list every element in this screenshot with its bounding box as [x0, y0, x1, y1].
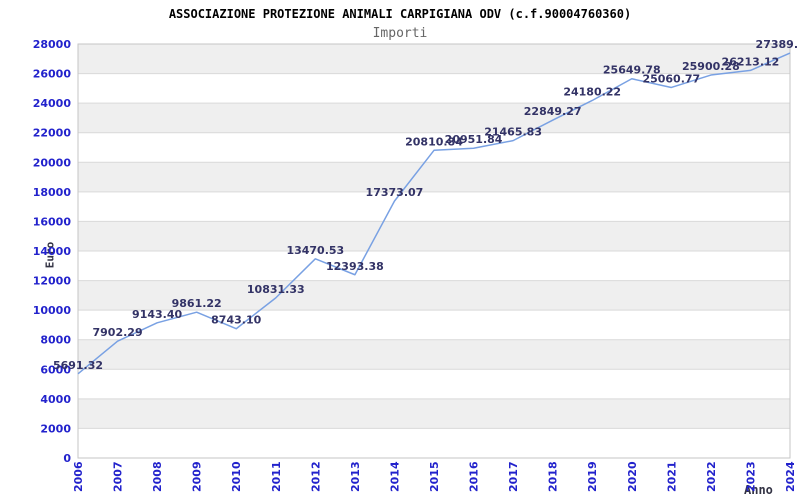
y-tick-label: 18000 — [33, 186, 72, 199]
plot-band — [78, 103, 790, 133]
point-label: 10831.33 — [247, 283, 305, 296]
x-tick-label: 2013 — [349, 461, 362, 492]
plot-band — [78, 162, 790, 192]
x-tick-label: 2011 — [270, 461, 283, 492]
point-label: 20951.84 — [445, 133, 503, 146]
x-tick-label: 2020 — [626, 461, 639, 492]
y-tick-label: 8000 — [40, 334, 71, 347]
point-label: 9861.22 — [172, 297, 222, 310]
x-tick-label: 2018 — [547, 461, 560, 492]
plot-band — [78, 339, 790, 370]
y-tick-label: 26000 — [33, 68, 72, 81]
plot-band — [78, 44, 790, 74]
plot-band — [78, 221, 790, 251]
point-label: 26213.12 — [722, 55, 780, 68]
y-tick-label: 20000 — [33, 156, 72, 169]
plot-band — [78, 310, 790, 340]
y-tick-label: 6000 — [40, 363, 71, 376]
plot-band — [78, 428, 790, 458]
point-label: 25649.78 — [603, 64, 661, 77]
point-label: 22849.27 — [524, 105, 582, 118]
y-tick-label: 16000 — [33, 215, 72, 228]
y-tick-label: 2000 — [40, 422, 71, 435]
point-label: 12393.38 — [326, 260, 384, 273]
y-tick-label: 28000 — [33, 38, 72, 51]
plot-band — [78, 369, 790, 399]
x-tick-label: 2015 — [428, 461, 441, 492]
plot-band — [78, 251, 790, 281]
x-tick-label: 2014 — [388, 461, 401, 492]
point-label: 13470.53 — [286, 244, 344, 257]
y-tick-label: 0 — [63, 452, 71, 465]
point-label: 9143.40 — [132, 308, 182, 321]
plot-band — [78, 73, 790, 104]
y-tick-label: 4000 — [40, 393, 71, 406]
plot-band — [78, 398, 790, 429]
y-tick-label: 22000 — [33, 127, 72, 140]
x-tick-label: 2012 — [309, 461, 322, 492]
x-tick-label: 2008 — [151, 461, 164, 492]
chart-title: ASSOCIAZIONE PROTEZIONE ANIMALI CARPIGIA… — [168, 7, 632, 21]
x-tick-label: 2006 — [72, 461, 85, 492]
point-label: 7902.29 — [93, 326, 143, 339]
y-tick-label: 24000 — [33, 97, 72, 110]
y-tick-label: 12000 — [33, 275, 72, 288]
x-tick-label: 2007 — [112, 461, 125, 492]
x-tick-label: 2010 — [230, 461, 243, 492]
point-label: 5691.32 — [53, 359, 103, 372]
point-label: 20810.84 — [405, 135, 463, 148]
x-tick-label: 2024 — [784, 461, 797, 492]
x-tick-label: 2019 — [586, 461, 599, 492]
x-axis-title: Anno — [744, 483, 773, 497]
x-tick-label: 2016 — [468, 461, 481, 492]
point-label: 25900.28 — [682, 60, 740, 73]
plot-band — [78, 280, 790, 311]
x-tick-label: 2021 — [665, 461, 678, 492]
point-label: 27389. — [756, 38, 798, 51]
point-label: 17373.07 — [366, 186, 424, 199]
data-line — [77, 52, 791, 375]
y-tick-label: 14000 — [33, 245, 72, 258]
point-label: 24180.22 — [563, 85, 621, 98]
point-label: 25060.77 — [642, 72, 700, 85]
x-tick-label: 2017 — [507, 461, 520, 492]
point-label: 8743.10 — [211, 314, 261, 327]
plot-band — [78, 191, 790, 222]
x-tick-label: 2009 — [191, 461, 204, 492]
x-tick-label: 2023 — [744, 461, 757, 492]
point-label: 21465.83 — [484, 126, 542, 139]
chart-subtitle: Importi — [372, 26, 428, 41]
x-tick-label: 2022 — [705, 461, 718, 492]
plot-border — [77, 43, 791, 459]
plot-band — [78, 132, 790, 163]
y-tick-label: 10000 — [33, 304, 72, 317]
